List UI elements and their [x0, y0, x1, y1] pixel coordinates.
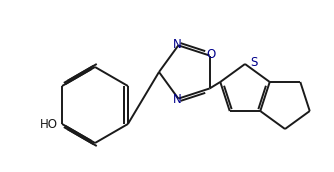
Text: N: N	[173, 38, 182, 51]
Text: O: O	[206, 48, 215, 61]
Text: HO: HO	[40, 117, 58, 131]
Text: N: N	[173, 93, 182, 106]
Text: S: S	[250, 56, 258, 68]
